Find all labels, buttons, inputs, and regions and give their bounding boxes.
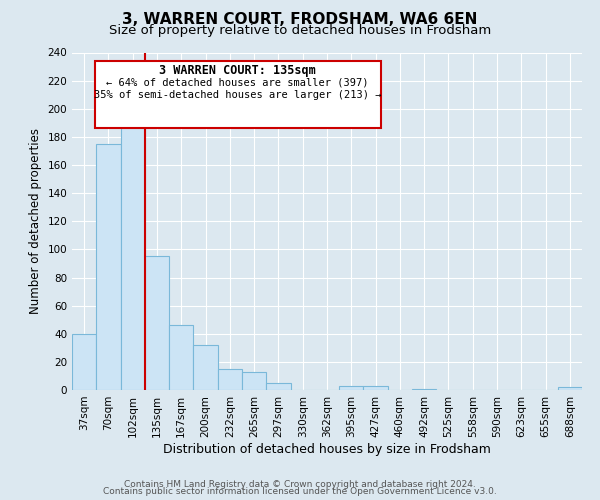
- Bar: [96, 144, 121, 390]
- Bar: [364, 386, 388, 390]
- Bar: [242, 372, 266, 390]
- Text: 35% of semi-detached houses are larger (213) →: 35% of semi-detached houses are larger (…: [94, 90, 382, 100]
- Bar: [145, 256, 169, 390]
- Text: 3 WARREN COURT: 135sqm: 3 WARREN COURT: 135sqm: [160, 64, 316, 78]
- Bar: [339, 386, 364, 390]
- FancyBboxPatch shape: [95, 61, 380, 128]
- Text: Contains HM Land Registry data © Crown copyright and database right 2024.: Contains HM Land Registry data © Crown c…: [124, 480, 476, 489]
- Bar: [412, 388, 436, 390]
- Text: 3, WARREN COURT, FRODSHAM, WA6 6EN: 3, WARREN COURT, FRODSHAM, WA6 6EN: [122, 12, 478, 28]
- Text: Contains public sector information licensed under the Open Government Licence v3: Contains public sector information licen…: [103, 488, 497, 496]
- Bar: [193, 345, 218, 390]
- Bar: [72, 334, 96, 390]
- X-axis label: Distribution of detached houses by size in Frodsham: Distribution of detached houses by size …: [163, 442, 491, 456]
- Bar: [558, 387, 582, 390]
- Bar: [169, 326, 193, 390]
- Bar: [121, 122, 145, 390]
- Bar: [218, 369, 242, 390]
- Text: Size of property relative to detached houses in Frodsham: Size of property relative to detached ho…: [109, 24, 491, 37]
- Text: ← 64% of detached houses are smaller (397): ← 64% of detached houses are smaller (39…: [107, 78, 369, 88]
- Y-axis label: Number of detached properties: Number of detached properties: [29, 128, 42, 314]
- Bar: [266, 383, 290, 390]
